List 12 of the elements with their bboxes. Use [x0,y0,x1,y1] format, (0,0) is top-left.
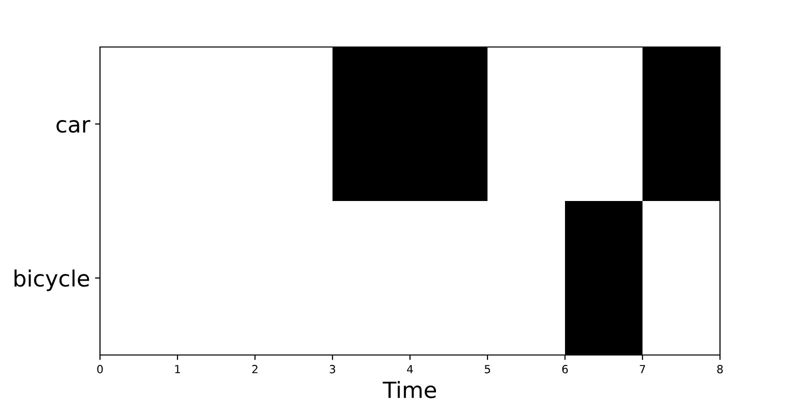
y-tick-label: bicycle [14,270,90,292]
x-tick-label: 3 [330,364,336,374]
x-axis-title: Time [382,381,436,398]
x-tick-label: 8 [717,364,723,374]
x-tick-label: 0 [97,364,103,374]
x-tick-label: 4 [407,365,413,374]
y-tick-label: car [56,120,90,133]
x-tick-label: 2 [252,364,258,374]
x-tick-label: 6 [562,364,568,374]
x-tick-label: 7 [640,365,646,374]
x-tick-label: 5 [484,365,490,374]
x-tick-label: 1 [175,365,180,374]
